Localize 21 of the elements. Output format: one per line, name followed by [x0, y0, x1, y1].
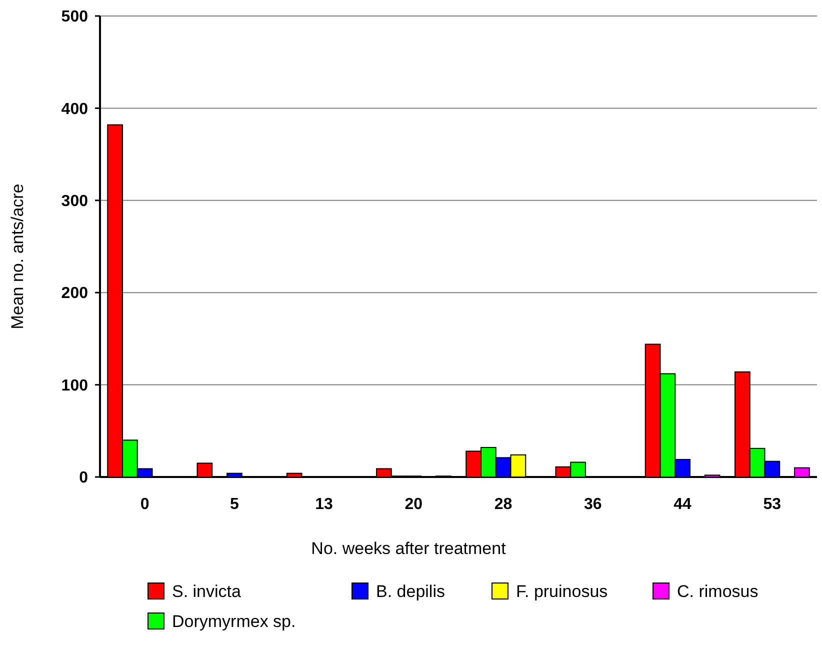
y-tick-label: 300 — [61, 193, 88, 210]
x-tick-label: 28 — [494, 496, 512, 513]
x-tick-label: 0 — [140, 496, 150, 513]
y-tick-label: 500 — [61, 8, 88, 26]
x-tick-label: 44 — [674, 496, 692, 513]
legend-label: C. rimosus — [677, 582, 758, 601]
legend-label: Dorymyrmex sp. — [172, 612, 296, 631]
y-tick-label: 0 — [79, 470, 88, 487]
y-axis-title: Mean no. ants/acre — [8, 184, 27, 330]
y-tick-label: 200 — [61, 285, 88, 302]
legend-label: F. pruinosus — [516, 582, 608, 601]
x-axis-title: No. weeks after treatment — [311, 539, 506, 558]
x-tick-label: 20 — [404, 496, 423, 513]
x-tick-label: 53 — [763, 496, 782, 513]
x-tick-label: 13 — [315, 496, 334, 513]
legend-label: S. invicta — [172, 582, 242, 601]
x-tick-label: 36 — [584, 496, 602, 513]
legend-label: B. depilis — [376, 582, 445, 601]
y-tick-label: 400 — [61, 100, 88, 118]
x-tick-label: 5 — [230, 496, 239, 513]
y-tick-label: 100 — [61, 377, 88, 394]
